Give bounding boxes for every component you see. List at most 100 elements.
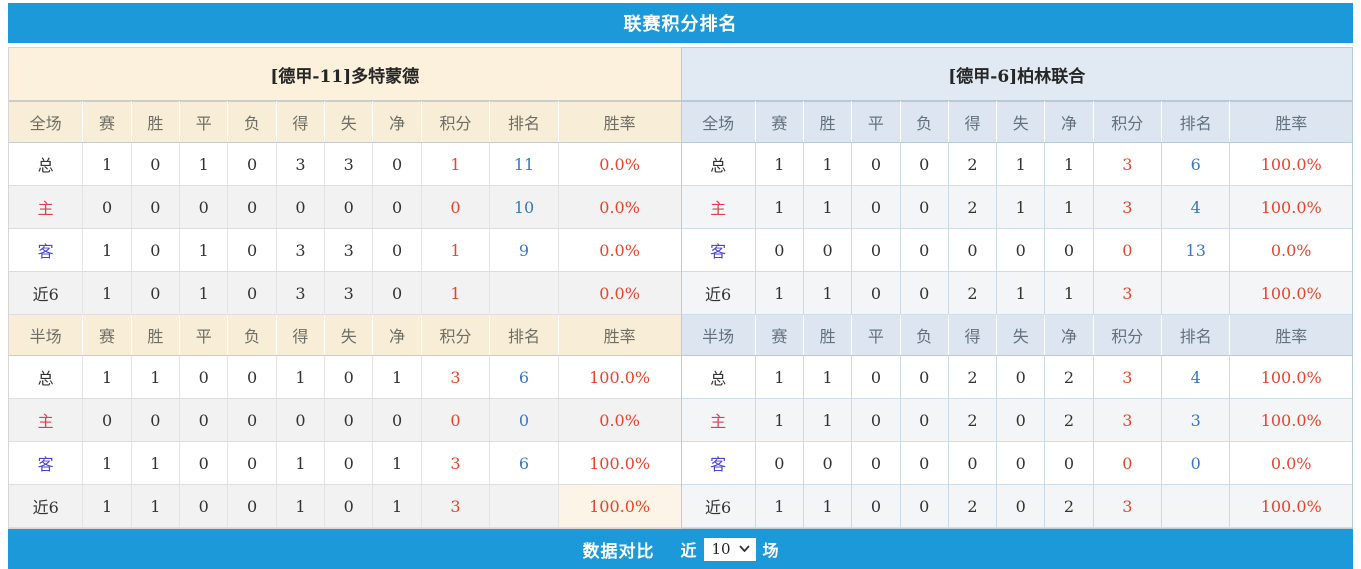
- table-cell: 0: [179, 185, 229, 229]
- table-cell: 1: [755, 398, 805, 442]
- column-header: 胜: [131, 101, 181, 143]
- page: 联赛积分排名 [德甲-11]多特蒙德 全场赛胜平负得失净积分 排名 胜率总 1 0 1 0 3…: [8, 3, 1353, 569]
- table-row: 总 1 1 0 0 1 0 1 3 6 100.0%: [9, 355, 681, 399]
- table-cell: 2: [948, 355, 998, 399]
- table-cell: 1: [803, 271, 853, 315]
- column-header: 积分: [1093, 101, 1163, 143]
- table-cell: 0: [755, 228, 805, 272]
- table-cell: 0: [372, 398, 422, 442]
- row-label: 近6: [9, 484, 84, 528]
- table-cell: 1: [803, 185, 853, 229]
- table-cell: 3: [276, 142, 326, 186]
- table-cell: 10: [489, 185, 559, 229]
- table-row: 客 1 1 0 0 1 0 1 3 6 100.0%: [9, 441, 681, 485]
- table-row: 近6 1 1 0 0 1 0 1 3 100.0%: [9, 484, 681, 528]
- column-header: 负: [900, 314, 949, 356]
- table-cell: 0: [131, 185, 181, 229]
- table-cell: 0: [227, 484, 277, 528]
- table-cell: 1: [755, 271, 805, 315]
- table-cell: 0: [324, 484, 374, 528]
- recent-count-value: 10: [711, 539, 731, 558]
- column-header: 得: [276, 314, 326, 356]
- table-cell: 1: [82, 484, 132, 528]
- column-header: 负: [227, 101, 277, 143]
- table-cell: 0: [421, 398, 491, 442]
- table-cell: 0: [131, 228, 181, 272]
- table-cell: 0: [755, 441, 805, 485]
- table-cell: 0.0%: [558, 185, 681, 229]
- table-cell: 0: [996, 228, 1046, 272]
- row-label: 主: [681, 398, 756, 442]
- table-cell: 1: [803, 398, 853, 442]
- table-cell: 3: [324, 228, 374, 272]
- table-cell: 6: [489, 355, 559, 399]
- table-cell: 6: [489, 441, 559, 485]
- table-cell: 1: [372, 484, 422, 528]
- table-cell: 0: [372, 142, 422, 186]
- table-cell: 1: [1044, 185, 1094, 229]
- row-label: 客: [9, 441, 84, 485]
- column-header: 排名: [1161, 101, 1231, 143]
- table-cell: 0: [900, 441, 949, 485]
- table-cell: 1: [131, 355, 181, 399]
- table-row: 客 0 0 0 0 0 0 0 0 13 0.0%: [681, 228, 1352, 272]
- table-cell: 1: [82, 271, 132, 315]
- table-cell: 1: [82, 142, 132, 186]
- table-cell: 0: [803, 228, 853, 272]
- table-row: 近6 1 1 0 0 2 0 2 3 100.0%: [681, 484, 1352, 528]
- table-cell: 0: [996, 441, 1046, 485]
- table-cell: 100.0%: [558, 355, 681, 399]
- table-cell: 0: [227, 398, 277, 442]
- row-label: 主: [9, 398, 84, 442]
- row-label: 总: [681, 355, 756, 399]
- table-cell: 0: [851, 228, 901, 272]
- recent-count-select[interactable]: 10: [703, 537, 756, 561]
- row-label: 总: [9, 355, 84, 399]
- table-cell: 3: [421, 484, 491, 528]
- table-cell: 0: [324, 185, 374, 229]
- page-title: 联赛积分排名: [623, 14, 738, 34]
- section-label: 全场: [9, 101, 84, 143]
- table-cell: 0: [851, 142, 901, 186]
- table-cell: 13: [1161, 228, 1231, 272]
- table-cell: 0: [900, 185, 949, 229]
- table-cell: 0: [179, 355, 229, 399]
- row-label: 主: [9, 185, 84, 229]
- row-label: 近6: [681, 271, 756, 315]
- table-cell: 0: [1044, 228, 1094, 272]
- column-header-row: 半场赛胜平负得失净积分 排名 胜率: [681, 314, 1352, 356]
- unit-label: 场: [762, 543, 779, 560]
- column-header: 赛: [82, 101, 132, 143]
- table-cell: 2: [948, 185, 998, 229]
- table-cell: 1: [276, 355, 326, 399]
- column-header-row: 全场赛胜平负得失净积分 排名 胜率: [681, 101, 1352, 143]
- table-cell: 1: [179, 271, 229, 315]
- table-cell: 3: [1093, 355, 1163, 399]
- section-label: 全场: [681, 101, 756, 143]
- table-cell: 1: [803, 355, 853, 399]
- row-label: 近6: [681, 484, 756, 528]
- table-row: 客 0 0 0 0 0 0 0 0 0 0.0%: [681, 441, 1352, 485]
- table-cell: 1: [82, 441, 132, 485]
- table-cell: 3: [324, 142, 374, 186]
- table-cell: 0: [276, 185, 326, 229]
- column-header: 失: [996, 314, 1046, 356]
- table-cell: 0: [82, 185, 132, 229]
- column-header-row: 全场赛胜平负得失净积分 排名 胜率: [9, 101, 681, 143]
- table-cell: 1: [996, 185, 1046, 229]
- table-cell: 100.0%: [1229, 484, 1352, 528]
- table-cell: 9: [489, 228, 559, 272]
- table-cell: 3: [276, 271, 326, 315]
- table-cell: 0: [851, 271, 901, 315]
- table-cell: [489, 271, 559, 315]
- column-header: 胜: [803, 314, 853, 356]
- table-cell: 3: [1093, 484, 1163, 528]
- table-cell: 0: [851, 355, 901, 399]
- table-cell: 3: [421, 355, 491, 399]
- column-header: 平: [851, 314, 901, 356]
- table-cell: 0: [227, 355, 277, 399]
- table-cell: 6: [1161, 142, 1231, 186]
- table-cell: 1: [421, 271, 491, 315]
- table-cell: [1161, 484, 1231, 528]
- table-cell: 0: [996, 484, 1046, 528]
